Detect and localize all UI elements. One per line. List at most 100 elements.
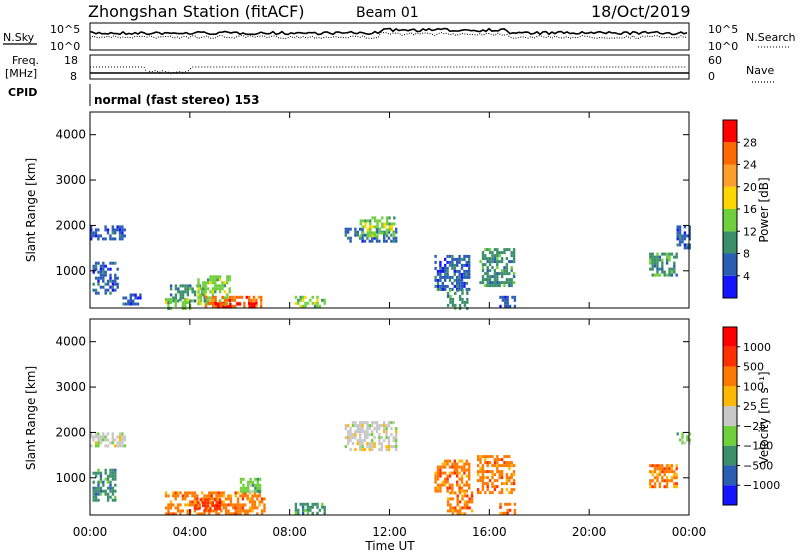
vel-region-11: [649, 464, 678, 489]
freq-label-line1: Freq.: [12, 54, 39, 67]
vel-region-2: [164, 491, 266, 516]
vel-region-1: [92, 468, 117, 502]
vel-ytick-label-2: 3000: [55, 380, 86, 394]
cpid-label: CPID: [8, 86, 37, 99]
power-colorbar-tick-label-3: 16: [743, 203, 757, 216]
vel-region-6: [344, 421, 398, 452]
velocity-panel-frame: [89, 318, 690, 516]
velocity-heatmap: [90, 421, 691, 516]
power-colorbar-swatch-3: [723, 209, 737, 232]
velocity-y-axis: 1000 2000 3000 4000: [55, 335, 689, 485]
vel-ytick-label-3: 4000: [55, 335, 86, 349]
power-region-10: [359, 216, 396, 238]
velocity-colorbar: 1000 500 100 25 −25 −100 −500 −1000: [722, 326, 780, 506]
power-heatmap: [90, 216, 691, 310]
noise-right-tick-top: 10^5: [708, 23, 738, 36]
power-colorbar-tick-label-6: 28: [743, 136, 757, 149]
power-region-0: [90, 225, 126, 241]
vel-ytick-label-0: 1000: [55, 471, 86, 485]
vel-colorbar-swatch-2: [723, 445, 737, 466]
velocity-colorbar-title: Velocity: [757, 418, 771, 465]
power-panel-frame: [89, 111, 690, 309]
power-y-axis: 1000 2000 3000 4000: [55, 128, 689, 278]
vel-ytick-label-1: 2000: [55, 425, 86, 439]
station-title: Zhongshan Station (fitACF): [88, 2, 305, 21]
power-colorbar-swatch-7: [723, 120, 737, 143]
nave-label: Nave: [746, 64, 774, 77]
freq-label-line2: [MHz]: [5, 67, 37, 80]
vel-colorbar-swatch-8: [723, 327, 737, 347]
vel-colorbar-tick-label-1: 500: [743, 361, 764, 374]
vel-colorbar-tick-label-0: 1000: [743, 341, 771, 354]
vel-region-10: [499, 502, 517, 515]
velocity-colorbar-unit: [m s⁻¹]: [757, 371, 771, 413]
vel-colorbar-tick-label-7: −1000: [743, 479, 780, 492]
power-region-14: [499, 295, 517, 308]
power-region-15: [649, 252, 678, 277]
power-ylabel: Slant Range [km]: [24, 158, 38, 262]
vel-colorbar-tick-label-6: −500: [743, 459, 773, 472]
power-colorbar-swatch-6: [723, 142, 737, 165]
vel-colorbar-swatch-7: [723, 346, 737, 367]
noise-left-tick-bottom: 10^0: [50, 40, 80, 53]
power-colorbar-tick-label-0: 4: [743, 270, 750, 283]
power-colorbar-swatch-0: [723, 275, 737, 298]
power-ytick-label-1: 2000: [55, 218, 86, 232]
power-ytick-label-2: 3000: [55, 173, 86, 187]
freq-left-tick-top: 18: [64, 54, 78, 67]
power-colorbar-tick-label-4: 20: [743, 181, 757, 194]
vel-colorbar-swatch-1: [723, 465, 737, 486]
power-colorbar-swatch-5: [723, 164, 737, 187]
power-region-11: [434, 254, 471, 291]
vel-region-9: [476, 455, 516, 495]
power-ytick-label-3: 4000: [55, 128, 86, 142]
vel-colorbar-tick-label-3: 25: [743, 400, 757, 413]
xtick-label-4: 16:00: [472, 525, 507, 539]
vel-region-3: [194, 498, 222, 511]
vel-region-8: [446, 491, 474, 516]
noise-right-tick-bottom: 10^0: [708, 40, 738, 53]
freq-left-tick-bottom: 8: [70, 70, 77, 83]
xtick-label-2: 08:00: [272, 525, 307, 539]
power-colorbar-swatch-1: [723, 253, 737, 276]
vel-colorbar-swatch-4: [723, 406, 737, 426]
power-colorbar-tick-label-5: 24: [743, 159, 757, 172]
power-region-7: [214, 302, 256, 309]
vel-region-12: [676, 432, 691, 445]
power-colorbar-swatch-2: [723, 231, 737, 254]
vel-colorbar-swatch-6: [723, 366, 737, 387]
cpid-value: normal (fast stereo) 153: [94, 93, 260, 107]
power-colorbar-swatch-4: [723, 186, 737, 209]
vel-region-5: [294, 502, 326, 515]
power-region-8: [294, 295, 326, 308]
date-label: 18/Oct/2019: [591, 2, 691, 21]
vel-colorbar-tick-label-5: −100: [743, 440, 773, 453]
velocity-colorbar-label: Velocity [m s⁻¹]: [757, 371, 771, 464]
power-ytick-label-0: 1000: [55, 264, 86, 278]
freq-panel-frame: [89, 54, 690, 80]
vel-colorbar-swatch-0: [723, 485, 737, 505]
vel-colorbar-tick-label-4: −25: [743, 420, 766, 433]
power-colorbar-tick-label-2: 12: [743, 225, 757, 238]
noise-panel-frame: [89, 22, 690, 51]
xtick-label-6: 00:00: [672, 525, 707, 539]
freq-right-tick-bottom: 0: [708, 70, 715, 83]
vel-colorbar-tick-label-2: 100: [743, 380, 764, 393]
power-region-12: [446, 288, 469, 310]
xtick-label-5: 20:00: [572, 525, 607, 539]
power-colorbar-tick-label-1: 8: [743, 248, 750, 261]
xtick-label-3: 12:00: [372, 525, 407, 539]
xtick-label-1: 04:00: [173, 525, 208, 539]
xtick-label-0: 00:00: [73, 525, 108, 539]
beam-label: Beam 01: [356, 5, 419, 21]
vel-colorbar-swatch-3: [723, 425, 737, 446]
noise-search-label: N.Search: [746, 31, 796, 44]
noise-sky-series: [89, 27, 688, 36]
noise-search-series: [89, 31, 688, 40]
power-region-2: [122, 293, 142, 306]
velocity-ylabel: Slant Range [km]: [24, 366, 38, 470]
power-region-16: [676, 225, 691, 250]
freq-right-tick-top: 60: [708, 54, 722, 67]
